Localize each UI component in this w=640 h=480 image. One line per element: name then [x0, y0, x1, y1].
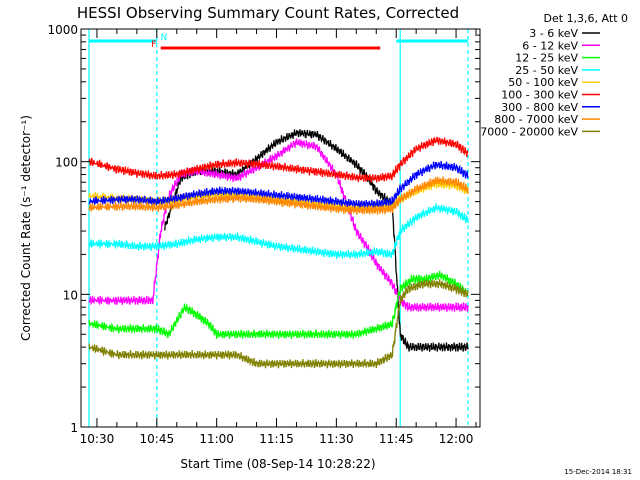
x-tick-label: 11:45 [379, 432, 414, 446]
y-tick-label: 10 [63, 288, 78, 302]
series-line [88, 138, 469, 313]
legend-title: Det 1,3,6, Att 0 [544, 12, 628, 25]
x-tick-label: 11:30 [319, 432, 354, 446]
axes: 1 10 100 1000 10:30 10:45 11:00 11:15 11:30 11:45… [47, 23, 480, 446]
series-line [88, 203, 469, 259]
observing-flags: NF [88, 33, 469, 50]
series-line [88, 270, 469, 340]
legend-label: 50 - 100 keV [508, 76, 578, 89]
series-line [88, 136, 469, 183]
series-line [164, 129, 469, 353]
x-tick-label: 11:00 [199, 432, 234, 446]
legend-label: 7000 - 20000 keV [480, 125, 578, 138]
chart-title: HESSI Observing Summary Count Rates, Cor… [77, 4, 459, 22]
y-tick-label: 1 [70, 421, 78, 435]
x-axis-label: Start Time (08-Sep-14 10:28:22) [180, 457, 375, 471]
x-tick-label: 11:15 [259, 432, 294, 446]
series-line [88, 279, 469, 369]
footer-timestamp: 15-Dec-2014 18:31 [564, 468, 632, 476]
legend-label: 100 - 300 keV [501, 89, 578, 102]
flag-label: N [160, 33, 167, 43]
series-line [88, 176, 469, 216]
y-axis-label: Corrected Count Rate (s⁻¹ detector⁻¹) [19, 115, 33, 341]
legend-label: 25 - 50 keV [515, 64, 578, 77]
series-line [88, 160, 469, 209]
y-tick-label: 100 [55, 156, 78, 170]
legend-label: 6 - 12 keV [522, 39, 578, 52]
x-tick-label: 10:45 [140, 432, 175, 446]
legend-label: 300 - 800 keV [501, 101, 578, 114]
legend-label: 12 - 25 keV [515, 52, 578, 65]
flag-label: F [151, 40, 156, 50]
x-tick-label: 10:30 [80, 432, 115, 446]
x-tick-label: 12:00 [439, 432, 474, 446]
series-lines [88, 129, 469, 369]
legend-label: 3 - 6 keV [529, 27, 578, 40]
legend-label: 800 - 7000 keV [494, 113, 578, 126]
plot-frame [80, 28, 481, 428]
y-tick-label: 1000 [47, 23, 78, 37]
